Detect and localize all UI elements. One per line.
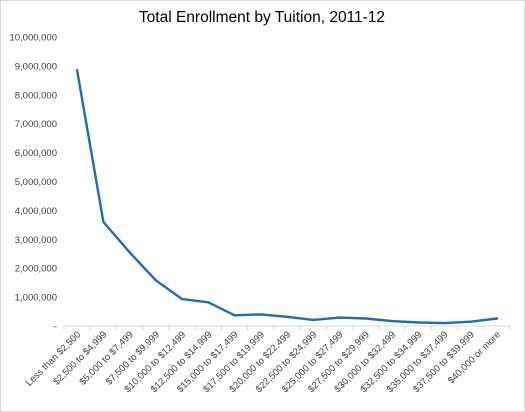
y-tick-label: 3,000,000: [15, 235, 57, 246]
y-tick-label: 2,000,000: [15, 264, 57, 275]
data-point: [259, 313, 262, 316]
data-point: [180, 297, 184, 301]
data-point: [75, 69, 79, 72]
x-axis: Less than $2,500$2,500 to $4,999$5,000 t…: [24, 325, 511, 395]
data-point: [495, 317, 499, 320]
data-point: [102, 220, 105, 224]
data-point: [443, 321, 446, 325]
data-point: [207, 301, 210, 304]
data-point: [469, 320, 472, 323]
chart-title: Total Enrollment by Tuition, 2011-12: [139, 9, 385, 26]
y-tick-label: 1,000,000: [15, 293, 57, 304]
series-enrollment: [75, 68, 499, 325]
data-point: [233, 314, 236, 317]
data-point: [416, 321, 420, 324]
y-tick-label: 10,000,000: [9, 33, 57, 44]
data-point: [338, 316, 341, 319]
y-axis: - 1,000,000 2,000,000 3,000,000 4,000,000 5,0…: [9, 33, 57, 333]
data-point: [154, 279, 158, 282]
y-tick-label: 5,000,000: [15, 177, 57, 188]
y-tick-label: 8,000,000: [15, 90, 57, 101]
data-point: [285, 315, 289, 318]
data-point: [390, 319, 394, 323]
data-point: [312, 318, 315, 322]
y-tick-label: 9,000,000: [15, 61, 57, 72]
data-point: [128, 251, 131, 254]
y-tick-label: -: [54, 322, 57, 333]
series-line: [75, 68, 499, 325]
data-point: [364, 317, 367, 320]
y-tick-label: 7,000,000: [15, 119, 57, 130]
y-tick-label: 6,000,000: [15, 148, 57, 159]
y-tick-label: 4,000,000: [15, 206, 57, 217]
